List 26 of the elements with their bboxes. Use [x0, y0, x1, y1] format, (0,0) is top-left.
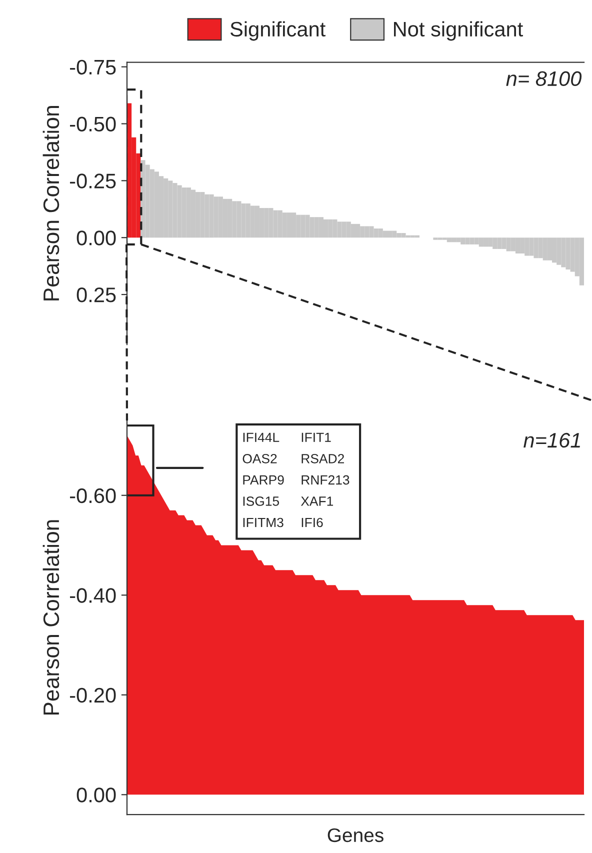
- x-axis-title: Genes: [328, 828, 384, 842]
- y-tick-label: -0.75: [70, 60, 116, 75]
- y-tick-label: 0.00: [76, 230, 116, 246]
- annotation: ISG15: [243, 496, 280, 506]
- y-tick-label: -0.20: [70, 688, 116, 703]
- annotation: RSAD2: [302, 454, 344, 464]
- annotation: n=161: [524, 432, 580, 448]
- legend-label: Not significant: [394, 21, 523, 41]
- y-tick-label: -0.40: [70, 588, 116, 603]
- annotation: XAF1: [300, 496, 334, 506]
- annotation: RNF213: [302, 475, 350, 485]
- y-axis-title: Pearson Correlation: [42, 106, 60, 300]
- annotation: n= 8100: [506, 71, 582, 86]
- annotation: IFIT1: [302, 432, 331, 442]
- annotation: PARP9: [243, 475, 284, 485]
- y-tick-label: -0.60: [70, 488, 116, 504]
- annotation: IFI44L: [243, 432, 280, 442]
- annotation: IFITM3: [243, 518, 284, 528]
- legend-label: Significant: [230, 21, 326, 41]
- annotation: IFI6: [302, 518, 323, 528]
- annotation: OAS2: [242, 454, 277, 464]
- y-tick-label: 0.25: [76, 288, 116, 302]
- y-tick-label: -0.50: [70, 116, 116, 132]
- y-tick-label: 0.00: [76, 788, 116, 802]
- y-tick-label: -0.25: [70, 174, 116, 188]
- y-axis-title: Pearson Correlation: [42, 520, 60, 715]
